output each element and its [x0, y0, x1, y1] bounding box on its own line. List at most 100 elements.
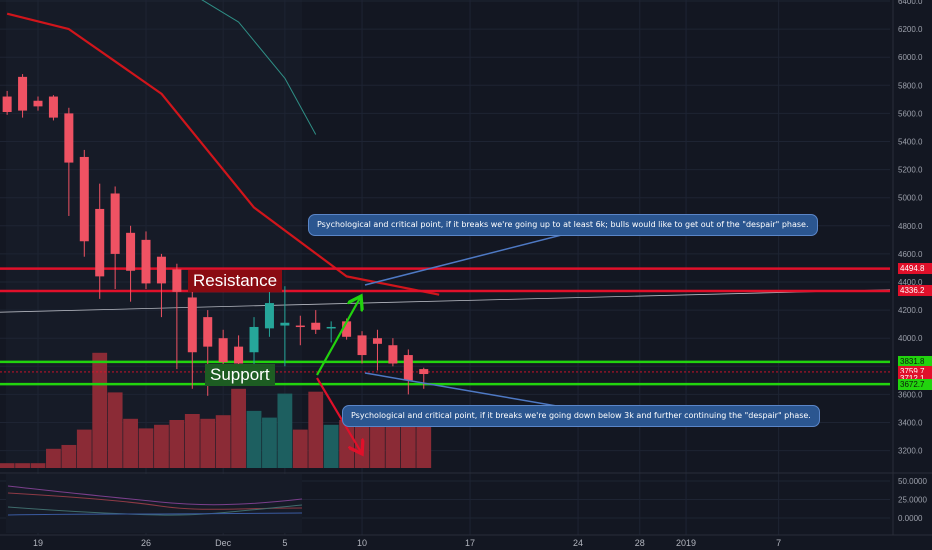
volume-bar: [246, 410, 262, 468]
y-tick-label: 5400.0: [898, 138, 923, 147]
indicator-line-4: [7, 512, 303, 516]
volume-bar: [138, 428, 154, 468]
y-tick-label: 5800.0: [898, 81, 923, 90]
indicator-tick-label: 25.0000: [898, 496, 927, 505]
indicator-line-3: [7, 504, 303, 516]
candle-body: [372, 338, 382, 344]
candle-body: [326, 326, 336, 329]
y-tick-label: 4000.0: [898, 334, 923, 343]
y-tick-label: 6400.0: [898, 0, 923, 6]
price-tag-3759-7: 3759.7: [898, 366, 932, 378]
x-tick-label: 10: [357, 538, 367, 548]
x-tick-label: Dec: [215, 538, 232, 548]
candle-body: [79, 156, 89, 242]
candle-body: [419, 369, 429, 375]
x-tick-label: 28: [635, 538, 645, 548]
level-lines: [0, 267, 890, 386]
price-tag-3831-8: 3831.8: [898, 356, 932, 368]
x-tick-label: 17: [465, 538, 475, 548]
volume-bar: [215, 415, 231, 468]
candle-body: [33, 100, 43, 107]
y-tick-label: 4200.0: [898, 306, 923, 315]
volume-bar: [292, 429, 308, 468]
candle-body: [172, 269, 182, 292]
candle-body: [264, 303, 274, 329]
volume-bar: [61, 444, 77, 468]
y-tick-label: 4400.0: [898, 278, 923, 287]
candle-body: [218, 338, 228, 363]
candle-body: [187, 297, 197, 353]
teal-moving-average: [201, 0, 317, 135]
candle-body: [388, 345, 398, 364]
indicator-line-2: [7, 492, 303, 510]
callout-pointer-down: [364, 372, 581, 411]
y-tick-label: 6000.0: [898, 53, 923, 62]
arrow-up: [316, 298, 360, 376]
volume-bar: [0, 463, 15, 468]
x-tick-label: 7: [776, 538, 781, 548]
price-tag-3712-1: 3712.1: [898, 373, 932, 385]
volume-bar: [154, 424, 169, 468]
x-tick-label: 24: [573, 538, 583, 548]
candle-body: [249, 326, 259, 353]
candle-body: [234, 346, 244, 364]
candle-body: [2, 96, 12, 112]
red-moving-average: [6, 12, 440, 296]
y-tick-label: 3600.0: [898, 390, 923, 399]
y-tick-label: 3400.0: [898, 419, 923, 428]
volume-bar: [123, 418, 138, 468]
plot-shade: [6, 0, 302, 468]
volume-bar: [200, 418, 216, 468]
price-tag-4336-2: 4336.2: [898, 285, 932, 297]
candle-body: [48, 96, 58, 118]
volume-bar: [46, 448, 61, 468]
candle-body: [141, 239, 151, 284]
resistance-label: Resistance: [188, 270, 283, 292]
x-tick-label: 2019: [676, 538, 696, 548]
volume-bar: [169, 420, 185, 468]
x-tick-label: 5: [282, 538, 287, 548]
y-tick-label: 4600.0: [898, 250, 923, 259]
volume-bar: [262, 417, 277, 468]
candle-body: [280, 322, 290, 326]
volume-bar: [323, 424, 339, 468]
callout-breakdown-down: Psychological and critical point, if it …: [342, 405, 820, 427]
y-tick-label: 5600.0: [898, 109, 923, 118]
candle-body: [110, 193, 120, 254]
callout-breakout-up: Psychological and critical point, if it …: [308, 214, 818, 236]
candle-body: [342, 321, 352, 337]
y-tick-label: 6200.0: [898, 25, 923, 34]
arrow-down: [316, 377, 361, 452]
candle-body: [357, 335, 367, 356]
volume-bar: [308, 391, 324, 468]
y-tick-label: 3200.0: [898, 447, 923, 456]
volume-bar: [184, 414, 200, 468]
indicator-line-1: [7, 485, 303, 506]
price-tag-3672-7: 3672.7: [898, 378, 932, 390]
candle-body: [95, 208, 105, 277]
volume-bar: [15, 463, 30, 468]
volume-bar: [30, 463, 46, 468]
candles: [2, 74, 429, 396]
volume-bar: [400, 422, 416, 468]
x-tick-label: 26: [141, 538, 151, 548]
y-tick-label: 5200.0: [898, 166, 923, 175]
trend-line: [0, 289, 891, 313]
volume-bar: [231, 388, 246, 468]
candle-body: [311, 322, 321, 330]
x-tick-label: 19: [33, 538, 43, 548]
candle-body: [203, 317, 213, 347]
candle-body: [295, 325, 305, 328]
volume-bar: [76, 429, 92, 468]
indicator-tick-label: 50.0000: [898, 477, 927, 486]
candle-body: [126, 232, 136, 271]
y-tick-label: 5000.0: [898, 194, 923, 203]
y-tick-label: 4800.0: [898, 222, 923, 231]
price-tag-4494-8: 4494.8: [898, 263, 932, 275]
candle-body: [64, 113, 74, 163]
candle-body: [403, 355, 413, 381]
candle-body: [18, 76, 28, 111]
candle-body: [156, 256, 166, 284]
